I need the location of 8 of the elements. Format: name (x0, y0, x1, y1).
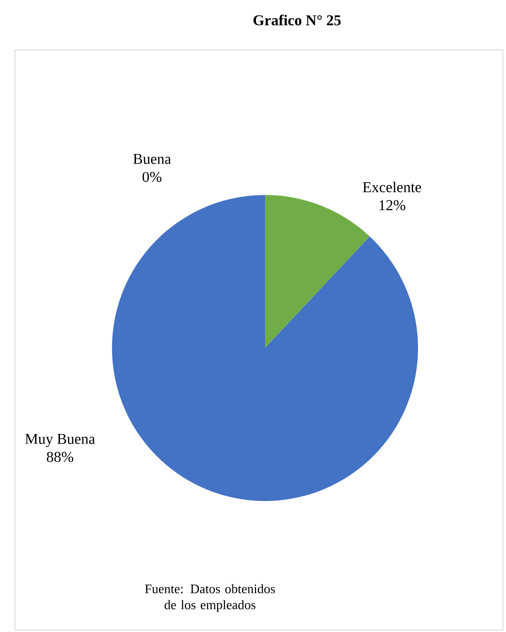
slice-label: Excelente (362, 182, 422, 192)
data-label: 88% (46, 452, 74, 462)
category-label: Buena (133, 154, 171, 164)
source-note: Fuente: Datos obtenidos de los empleados (145, 584, 275, 612)
slice-label: Muy Buena (25, 434, 95, 448)
data-label: 12% (380, 200, 406, 210)
text: 0% (142, 172, 162, 182)
chart-title: Grafico N° 25 (254, 14, 341, 26)
